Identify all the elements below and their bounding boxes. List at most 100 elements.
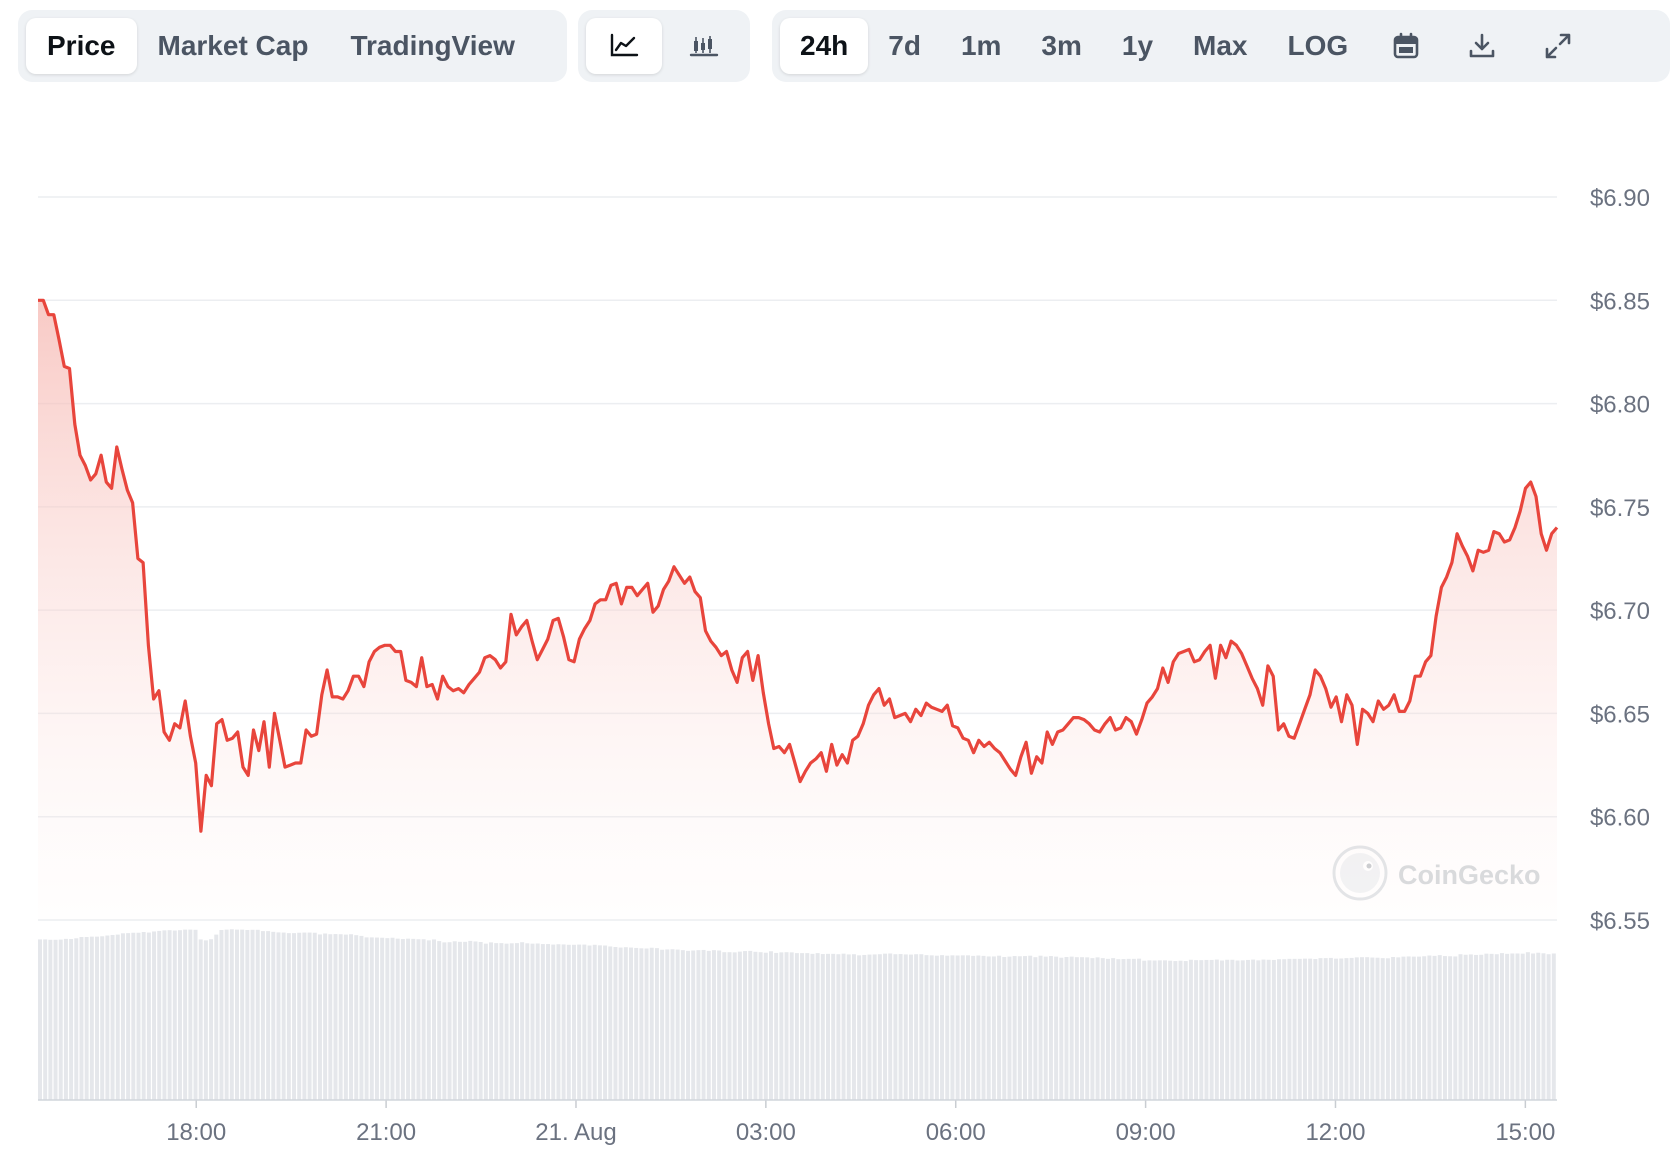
range-1m-button[interactable]: 1m <box>960 30 1002 61</box>
volume-bar <box>1256 960 1261 1100</box>
x-tick-label: 21. Aug <box>535 1119 616 1146</box>
log-scale-button[interactable]: LOG <box>1287 30 1349 61</box>
volume-bar <box>639 948 644 1100</box>
volume-bar <box>743 951 748 1100</box>
price-line <box>38 298 1559 833</box>
volume-bar <box>89 936 94 1100</box>
volume-bar <box>499 943 504 1100</box>
volume-bar <box>84 937 89 1100</box>
volume-bar <box>63 938 68 1100</box>
line-chart-button[interactable] <box>586 18 662 74</box>
volume-bar <box>1209 959 1214 1100</box>
volume-bar <box>473 941 478 1100</box>
range-24h-button[interactable]: 24h <box>780 18 869 74</box>
range-3m-button[interactable]: 3m <box>1041 30 1082 61</box>
volume-bar <box>955 955 960 1100</box>
volume-bar <box>1126 958 1131 1100</box>
volume-bar <box>582 944 587 1100</box>
volume-bar <box>1271 959 1276 1100</box>
volume-bar <box>193 929 198 1100</box>
volume-bar <box>1028 955 1033 1100</box>
volume-bar <box>43 939 48 1100</box>
volume-bar <box>732 952 737 1100</box>
volume-bar <box>177 930 182 1100</box>
volume-bar <box>908 954 913 1100</box>
volume-bar <box>976 955 981 1100</box>
volume-bar <box>1437 955 1442 1100</box>
volume-bar <box>504 943 509 1100</box>
volume-bar <box>960 955 965 1100</box>
volume-bar <box>711 950 716 1100</box>
volume-bar <box>260 931 265 1100</box>
volume-bar <box>188 929 193 1100</box>
volume-bar <box>810 953 815 1100</box>
volume-bar <box>603 945 608 1100</box>
volume-bar <box>748 950 753 1100</box>
y-tick-label: $6.55 <box>1590 908 1650 935</box>
download-button[interactable] <box>1444 18 1520 74</box>
volume-bar <box>421 939 426 1100</box>
coingecko-watermark: CoinGecko <box>1332 845 1541 901</box>
volume-bar <box>1354 957 1359 1100</box>
volume-bar <box>1048 956 1053 1100</box>
tab-price[interactable]: Price <box>26 18 137 74</box>
volume-bar <box>727 952 732 1100</box>
volume-bar <box>1525 952 1530 1100</box>
volume-bar <box>592 944 597 1100</box>
volume-bar <box>359 935 364 1100</box>
volume-bar <box>1245 959 1250 1100</box>
volume-bar <box>1230 959 1235 1100</box>
volume-bar <box>317 934 322 1100</box>
range-1y-button[interactable]: 1y <box>1121 30 1154 61</box>
volume-bar <box>286 933 291 1100</box>
volume-bar <box>110 934 115 1100</box>
y-axis: $6.90 $6.85 $6.80 $6.75 $6.70 $6.65 $6.60 $6.55 <box>1590 185 1650 935</box>
volume-bar <box>1111 958 1116 1100</box>
volume-bar <box>779 952 784 1100</box>
volume-bar <box>566 944 571 1100</box>
volume-bar <box>390 937 395 1100</box>
volume-bar <box>1334 958 1339 1100</box>
volume-bar <box>914 954 919 1100</box>
x-tick-label: 09:00 <box>1116 1119 1176 1146</box>
volume-bar <box>525 943 530 1100</box>
volume-bar <box>919 954 924 1100</box>
volume-bar <box>1137 958 1142 1100</box>
volume-bar <box>120 933 125 1100</box>
volume-bar <box>152 931 157 1100</box>
volume-bar <box>48 939 53 1100</box>
candlestick-chart-button[interactable] <box>666 18 742 74</box>
date-range-button[interactable] <box>1368 18 1444 74</box>
price-area-fill <box>38 300 1557 920</box>
tab-market-cap[interactable]: Market Cap <box>157 30 309 61</box>
volume-bar <box>1023 956 1028 1100</box>
tab-tradingview[interactable]: TradingView <box>350 30 515 61</box>
volume-bar <box>1499 953 1504 1100</box>
volume-bar <box>924 955 929 1100</box>
y-tick-label: $6.60 <box>1590 805 1650 832</box>
volume-bar <box>349 934 354 1100</box>
volume-bar <box>1292 958 1297 1100</box>
volume-bar <box>1349 957 1354 1100</box>
volume-bar <box>971 955 976 1100</box>
volume-bar <box>556 944 561 1100</box>
range-max-button[interactable]: Max <box>1193 30 1248 61</box>
range-7d-button[interactable]: 7d <box>888 30 921 61</box>
chart-type-switch <box>578 10 750 82</box>
volume-bar <box>1474 954 1479 1100</box>
fullscreen-button[interactable] <box>1520 18 1596 74</box>
volume-bar <box>1370 957 1375 1100</box>
volume-bar <box>660 949 665 1100</box>
x-axis: 18:00 21:00 21. Aug 03:00 06:00 09:00 12:00 15:… <box>38 1099 1557 1146</box>
volume-bar <box>463 941 468 1100</box>
volume-bar <box>219 929 224 1100</box>
volume-bar <box>872 954 877 1100</box>
price-series-line <box>38 298 1559 833</box>
volume-bar <box>530 943 535 1100</box>
volume-bar <box>416 939 421 1100</box>
volume-bar <box>126 933 131 1100</box>
volume-bar <box>629 947 633 1100</box>
volume-bar <box>1038 955 1043 1100</box>
volume-bar <box>1162 960 1167 1100</box>
